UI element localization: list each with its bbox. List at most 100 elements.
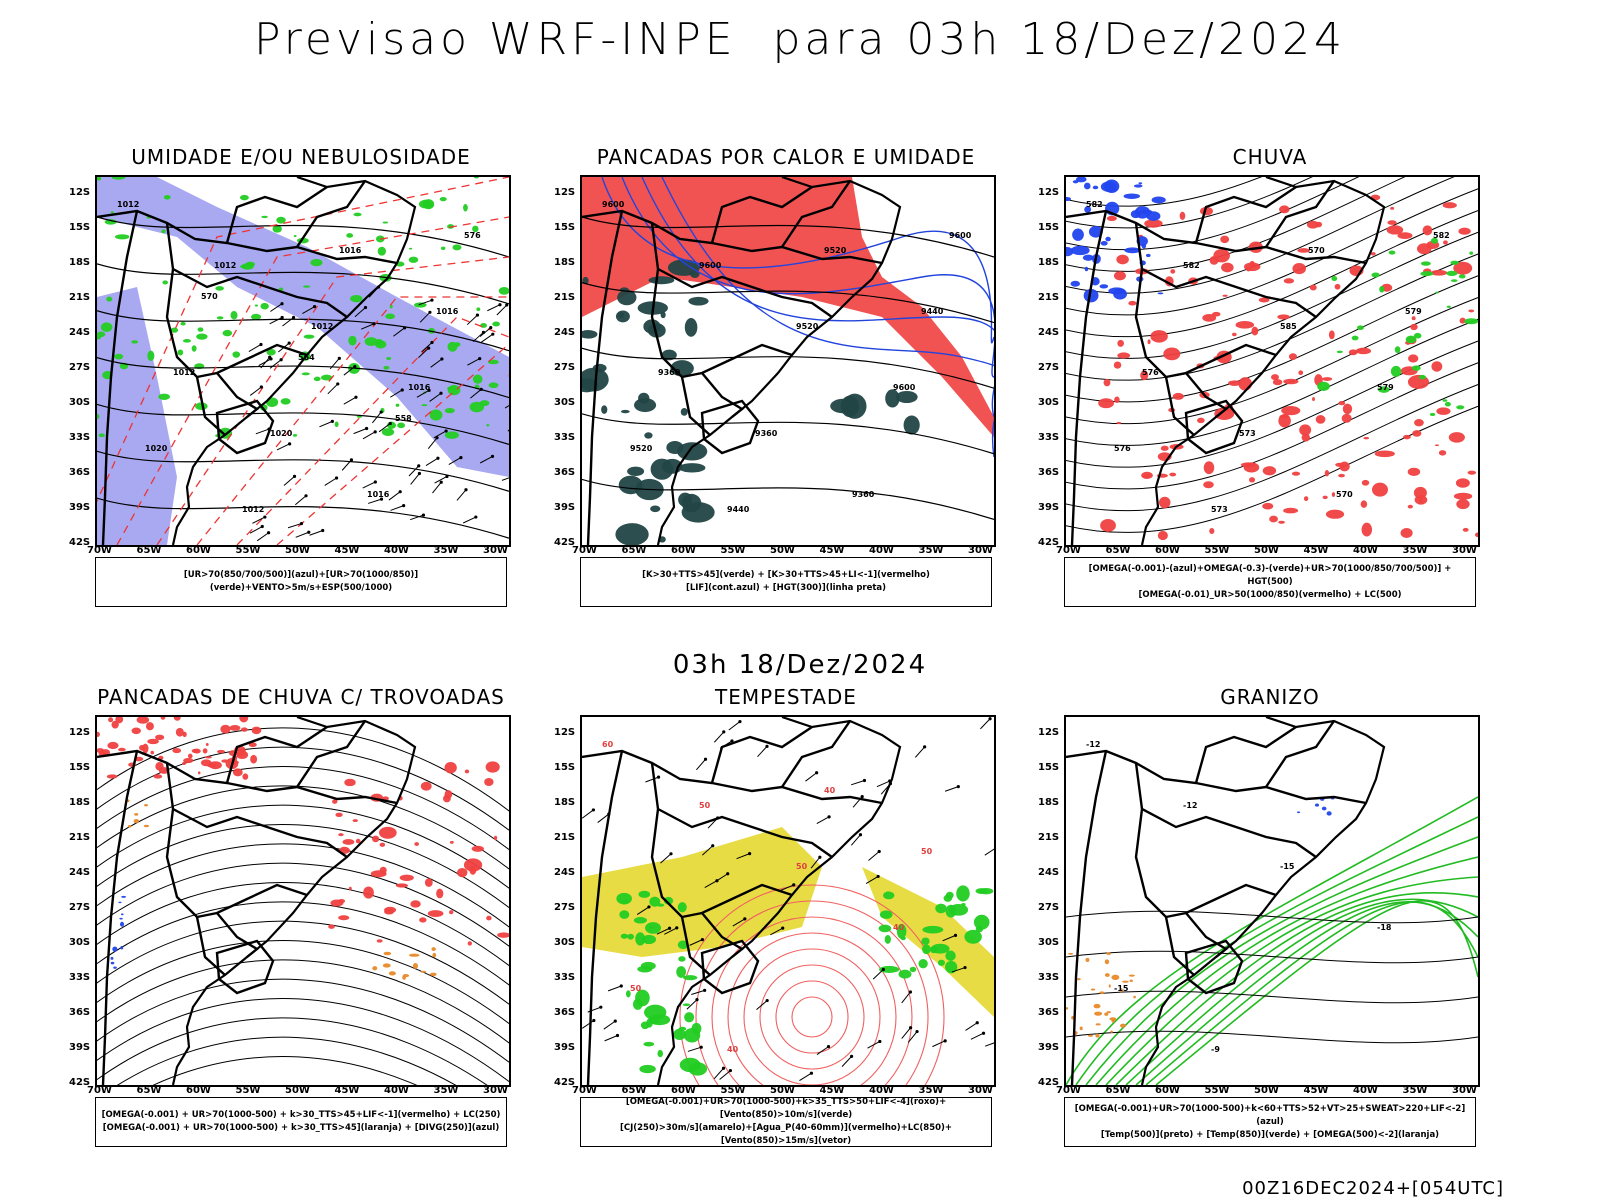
legend-line: [OMEGA(-0.001) + UR>70(1000-500) + k>30_…: [102, 1123, 500, 1133]
omega-area-orange: [1110, 1030, 1113, 1033]
wind-vector: [686, 998, 699, 1010]
contour-label: 579: [1377, 383, 1394, 392]
rain-area-blue: [1138, 182, 1143, 185]
omega-area-orange: [1120, 1023, 1127, 1028]
shower-area-red: [493, 835, 498, 841]
wind-vector: [850, 833, 863, 846]
shower-area-red: [172, 747, 182, 754]
temp500-line: [1066, 950, 1478, 964]
border-line: [97, 209, 398, 265]
border-line: [101, 750, 139, 1085]
latitude-label: 42S: [69, 537, 91, 548]
legend-box: [OMEGA(-0.001) + UR>70(1000-500) + k>30_…: [95, 1097, 507, 1147]
shower-area-red: [457, 867, 468, 878]
shower-area-red: [155, 734, 165, 741]
shower-area-red: [131, 727, 141, 735]
rain-area-red: [1400, 528, 1413, 538]
humidity-area-green: [395, 403, 400, 407]
streamline: [97, 1017, 488, 1085]
longitude-label: 35W: [433, 1085, 459, 1096]
border-line: [1141, 267, 1317, 318]
coastline: [656, 177, 902, 545]
map-canvas: [97, 717, 509, 1085]
rain-area-red: [1431, 361, 1443, 372]
wind-area-green: [943, 894, 953, 902]
wind-vector: [704, 879, 719, 888]
rain-area-green: [1429, 412, 1436, 417]
rain-area-red: [1278, 520, 1285, 524]
streamline: [97, 766, 509, 851]
wind-area-green: [921, 937, 930, 945]
humidity-area-green: [97, 413, 100, 420]
omega-area-orange: [1099, 991, 1105, 995]
divergence-area-blue: [110, 961, 115, 965]
thickness-line: [236, 316, 509, 545]
shower-area-red: [338, 915, 350, 921]
rain-area-green: [1357, 325, 1364, 331]
wind-vector: [656, 926, 672, 935]
latitude-label: 24S: [554, 327, 576, 338]
rain-area-red: [1269, 515, 1278, 523]
wind-vector: [865, 874, 880, 885]
wind-vector: [582, 1018, 596, 1029]
rain-area-red: [1456, 499, 1470, 510]
wind-area-green: [641, 934, 657, 945]
rain-area-red: [1468, 309, 1475, 313]
longitude-label: 35W: [433, 545, 459, 556]
longitude-label: 65W: [136, 545, 162, 556]
rain-area-blue: [1100, 240, 1108, 246]
border-line: [225, 726, 328, 784]
contour-line: [727, 932, 897, 1085]
longitude-label: 65W: [621, 1085, 647, 1096]
rain-area-red: [1283, 278, 1295, 284]
contour-line: [695, 900, 929, 1085]
humidity-area-green: [350, 294, 363, 303]
shower-area-red: [183, 758, 194, 764]
hail-area-blue: [1326, 811, 1332, 816]
latitude-label: 36S: [69, 1007, 91, 1018]
rain-area-green: [1420, 271, 1434, 277]
rain-area-green: [1420, 261, 1431, 266]
humidity-area-green: [439, 197, 447, 202]
rain-area-red: [1128, 300, 1137, 306]
rain-area-red: [1386, 225, 1404, 235]
longitude-label: 30W: [483, 545, 508, 556]
longitude-label: 35W: [918, 1085, 944, 1096]
humidity-area-green: [414, 302, 427, 308]
hail-area-blue: [1314, 803, 1320, 807]
rain-area-red: [1251, 326, 1259, 336]
instability-area-teal: [620, 409, 630, 414]
border-line: [1194, 726, 1297, 784]
omega-area-orange: [1108, 984, 1111, 988]
shower-area-red: [145, 722, 154, 731]
wind-vector: [636, 905, 651, 915]
streamline: [1066, 188, 1478, 316]
shower-area-orange: [372, 966, 378, 971]
panel-title: UMIDADE E/OU NEBULOSIDADE: [131, 145, 471, 169]
contour-label: 9360: [755, 429, 778, 438]
humidity-area-green: [386, 356, 392, 361]
contour-label: 9600: [602, 200, 625, 209]
shower-area-red: [384, 909, 395, 915]
shower-area-red: [419, 917, 427, 923]
wind-area-green: [691, 1022, 702, 1035]
wind-vector: [689, 938, 704, 946]
contour-label: 60: [602, 740, 614, 749]
wind-vector: [248, 342, 263, 352]
wind-area-green: [678, 1026, 687, 1031]
wind-area-green: [883, 891, 895, 900]
wind-area-green: [964, 929, 982, 944]
latitude-label: 21S: [1038, 832, 1060, 843]
streamline: [97, 998, 509, 1083]
wind-vector: [728, 719, 742, 731]
wind-vector: [343, 364, 357, 376]
latitude-label: 30S: [69, 937, 91, 948]
contour-label: 9360: [852, 490, 875, 499]
humidity-area-green: [241, 263, 254, 270]
omega-area-orange: [1106, 952, 1111, 955]
longitude-label: 70W: [87, 1085, 112, 1096]
omega-area-orange: [1104, 973, 1110, 977]
wind-vector: [258, 357, 273, 367]
humidity-area-green: [313, 376, 321, 382]
shower-area-red: [371, 835, 380, 843]
